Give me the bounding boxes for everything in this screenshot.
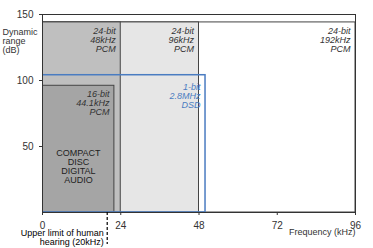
svg-text:96: 96 [349, 219, 362, 231]
svg-text:24-bit96kHzPCM: 24-bit96kHzPCM [168, 26, 194, 54]
svg-text:Upper limit of humanhearing (2: Upper limit of humanhearing (20kHz) [21, 228, 104, 247]
svg-text:24: 24 [115, 220, 127, 231]
svg-text:COMPACTDISCDIGITALAUDIO: COMPACTDISCDIGITALAUDIO [56, 148, 101, 185]
svg-text:72: 72 [272, 220, 284, 231]
svg-text:48: 48 [193, 220, 205, 231]
svg-text:0: 0 [39, 219, 46, 231]
svg-text:Dynamicrange(dB): Dynamicrange(dB) [3, 27, 39, 55]
svg-text:1-bit2.8MHzDSD: 1-bit2.8MHzDSD [169, 82, 202, 110]
svg-text:150: 150 [17, 9, 34, 20]
svg-text:100: 100 [17, 75, 34, 86]
svg-text:24-bit48kHzPCM: 24-bit48kHzPCM [90, 26, 116, 54]
svg-text:16-bit44.1kHzPCM: 16-bit44.1kHzPCM [76, 89, 110, 117]
svg-text:50: 50 [22, 141, 34, 152]
svg-text:24-bit192kHzPCM: 24-bit192kHzPCM [320, 26, 351, 54]
svg-text:Frequency (kHz): Frequency (kHz) [289, 227, 356, 237]
